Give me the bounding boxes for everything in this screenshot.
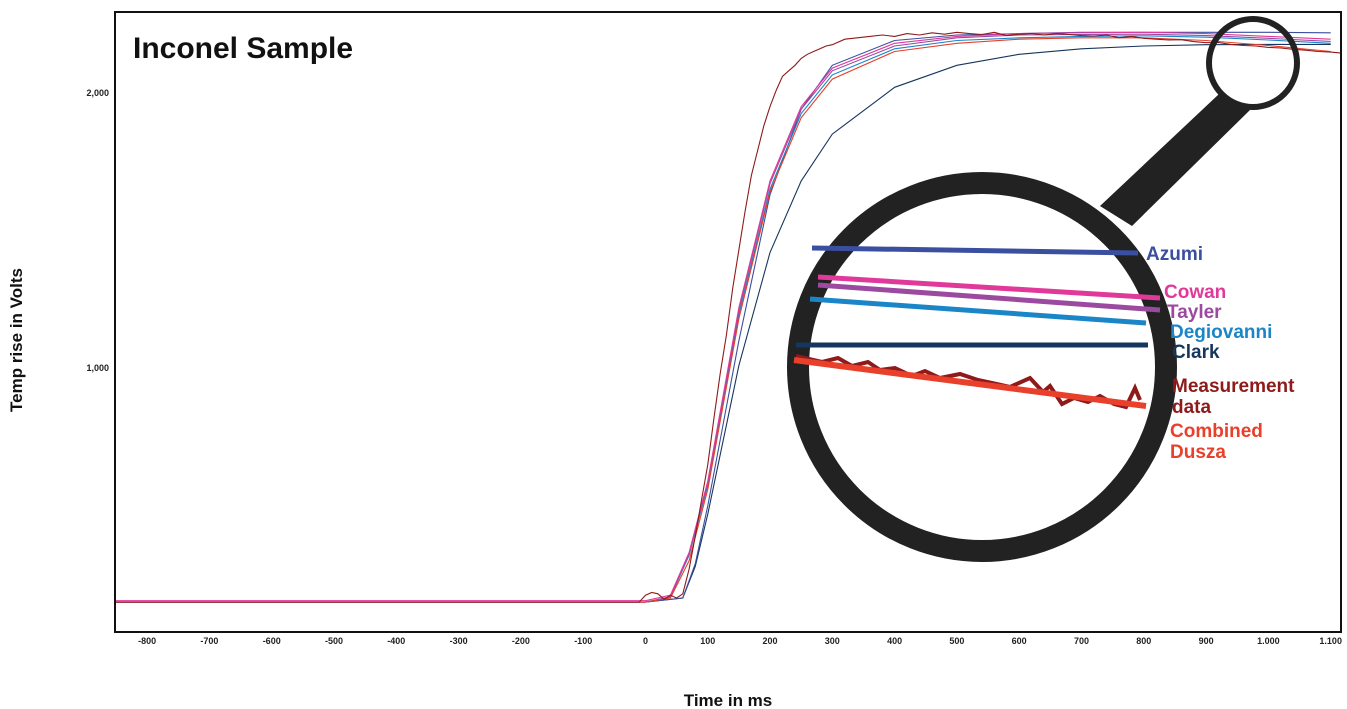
series-line-combined-dusza: [116, 37, 1331, 603]
x-tick-label: 900: [1199, 636, 1214, 646]
x-tick-label: 700: [1074, 636, 1089, 646]
x-tick-label: 800: [1136, 636, 1151, 646]
y-axis-label: Temp rise in Volts: [7, 268, 26, 412]
inset-line-azumi: [811, 245, 1139, 256]
x-tick-label: 300: [825, 636, 840, 646]
x-axis-label: Time in ms: [684, 691, 773, 709]
magnifier-inset: Azumi Cowan Tayler Degiovanni Clark Meas…: [787, 16, 1300, 562]
y-axis-ticks: 1,000 2,000: [86, 88, 109, 373]
series-line-tayler: [116, 33, 1331, 603]
x-tick-label: 200: [762, 636, 777, 646]
inset-label-combined: Combined: [1170, 421, 1263, 442]
inset-line-degiovanni: [809, 296, 1147, 326]
x-tick-label: -200: [512, 636, 530, 646]
inset-line-cowan: [817, 274, 1161, 301]
inset-label-dusza: Dusza: [1170, 442, 1226, 463]
inset-lines: [793, 245, 1161, 410]
x-axis-ticks: -800 -700 -600 -500 -400 -300 -200 -100 0 100 200 3…: [138, 636, 1342, 646]
x-tick-label: -600: [263, 636, 281, 646]
inset-label-azumi: Azumi: [1146, 244, 1203, 265]
inset-labels: Azumi Cowan Tayler Degiovanni Clark Meas…: [1146, 244, 1295, 463]
x-tick-label: 0: [643, 636, 648, 646]
series-line-measurement-data: [116, 31, 1341, 603]
x-tick-label: -800: [138, 636, 156, 646]
x-tick-label: 400: [887, 636, 902, 646]
inset-label-data: data: [1172, 397, 1212, 418]
y-tick-label: 2,000: [86, 88, 109, 98]
inset-label-cowan: Cowan: [1164, 282, 1226, 303]
inset-label-measurement: Measurement: [1172, 376, 1295, 397]
series-line-cowan: [116, 31, 1331, 602]
inset-line-tayler: [817, 282, 1161, 313]
x-tick-label: -400: [387, 636, 405, 646]
inset-label-clark: Clark: [1172, 342, 1220, 363]
x-tick-label: -300: [450, 636, 468, 646]
series-layer: [116, 31, 1341, 603]
inset-label-degiovanni: Degiovanni: [1170, 322, 1272, 343]
inset-label-tayler: Tayler: [1167, 302, 1222, 323]
inset-line-combined-dusza: [793, 357, 1147, 409]
x-tick-label: 600: [1012, 636, 1027, 646]
chart-title: Inconel Sample: [133, 32, 353, 65]
x-tick-label: 1.000: [1257, 636, 1280, 646]
magnifier-small-lens: [1206, 16, 1300, 110]
magnifier-lens: [787, 172, 1177, 562]
x-tick-label: 1.100: [1319, 636, 1342, 646]
series-line-clark: [116, 43, 1331, 603]
x-tick-label: 500: [949, 636, 964, 646]
x-tick-label: 100: [700, 636, 715, 646]
x-tick-label: -100: [574, 636, 592, 646]
x-tick-label: -700: [200, 636, 218, 646]
magnifier-handle: [1100, 94, 1250, 226]
x-tick-label: -500: [325, 636, 343, 646]
y-tick-label: 1,000: [86, 363, 109, 373]
